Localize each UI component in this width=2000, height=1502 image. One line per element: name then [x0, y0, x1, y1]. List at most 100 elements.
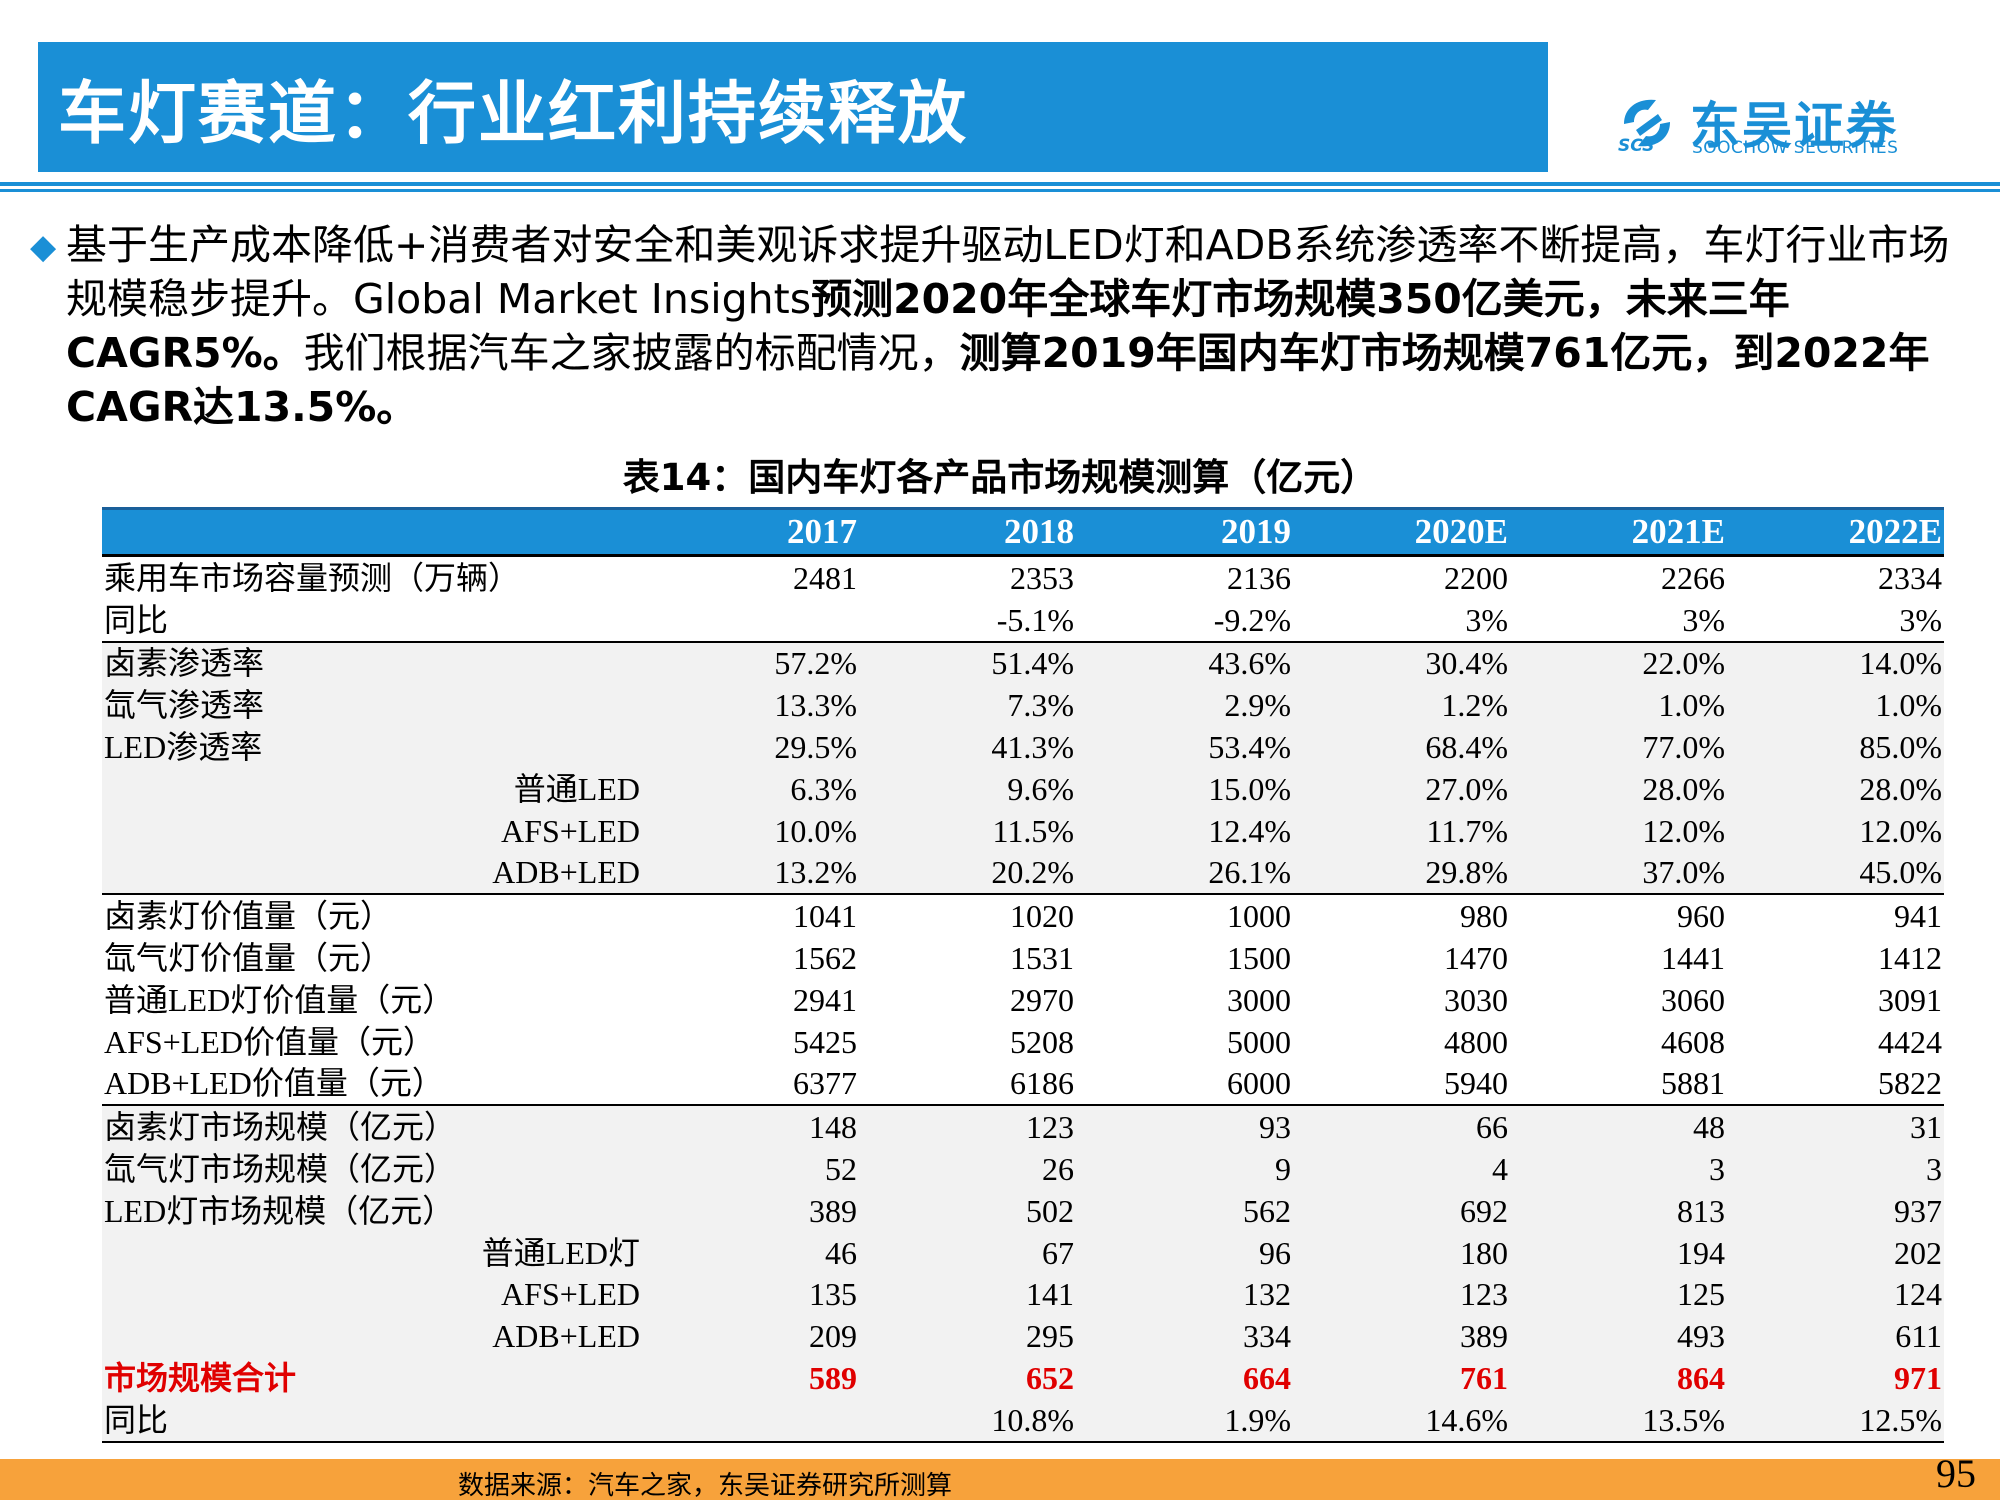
table-cell: 12.0% — [1727, 809, 1944, 852]
table-cell: 6.3% — [642, 767, 859, 810]
intro-text: 基于生产成本降低+消费者对安全和美观诉求提升驱动LED灯和ADB系统渗透率不断提… — [30, 218, 1960, 434]
table-cell: 3091 — [1727, 978, 1944, 1021]
table-cell: 30.4% — [1293, 640, 1510, 685]
table-cell: 132 — [1076, 1273, 1293, 1316]
header-rule — [0, 182, 2000, 186]
table-cell: 10.8% — [859, 1398, 1076, 1443]
row-label: ADB+LED价值量（元） — [102, 1062, 642, 1106]
table-cell: 41.3% — [859, 726, 1076, 768]
table-cell: 27.0% — [1293, 767, 1510, 810]
table-cell: 13.3% — [642, 684, 859, 727]
row-label: AFS+LED价值量（元） — [102, 1020, 642, 1063]
year-header: 2020E — [1293, 507, 1510, 557]
table-group: 乘用车市场容量预测（万辆） 2481 2353 2136 2200 2266 2334 同比 -… — [102, 555, 1944, 642]
table-cell — [642, 1398, 859, 1443]
table-row: 卤素渗透率 57.2% 51.4% 43.6% 30.4% 22.0% 14.0% — [102, 640, 1944, 685]
table-row: AFS+LED价值量（元） 5425 5208 5000 4800 4608 4424 — [102, 1020, 1944, 1063]
year-header: 2018 — [859, 507, 1076, 557]
table-cell: 68.4% — [1293, 726, 1510, 768]
table-cell: 971 — [1727, 1357, 1944, 1399]
table-cell: 1562 — [642, 937, 859, 979]
table-cell: 57.2% — [642, 640, 859, 685]
table-cell: 194 — [1510, 1231, 1727, 1274]
table-cell: 7.3% — [859, 684, 1076, 727]
table-row: AFS+LED 10.0% 11.5% 12.4% 11.7% 12.0% 12.0% — [102, 809, 1944, 852]
table-cell: 2334 — [1727, 555, 1944, 599]
table-caption: 表14：国内车灯各产品市场规模测算（亿元） — [622, 456, 1378, 499]
table-cell: 1470 — [1293, 937, 1510, 979]
soochow-logo-icon — [1624, 99, 1670, 147]
table-cell: 3% — [1510, 598, 1727, 642]
table-cell: 14.6% — [1293, 1398, 1510, 1443]
table-cell: 3060 — [1510, 978, 1727, 1021]
table-cell: 1.9% — [1076, 1398, 1293, 1443]
table-cell: 589 — [642, 1357, 859, 1399]
table-row: 卤素灯价值量（元） 1041 1020 1000 980 960 941 — [102, 893, 1944, 938]
table-cell: 2.9% — [1076, 684, 1293, 727]
intro-seg1: 基于生产成本降低+消费者对安全和美观诉求提升驱动LED灯和ADB系统渗透率不断提… — [66, 221, 1950, 323]
table-cell: 611 — [1727, 1315, 1944, 1358]
table-row: 氙气灯市场规模（亿元） 52 26 9 4 3 3 — [102, 1148, 1944, 1190]
table-row: LED渗透率 29.5% 41.3% 53.4% 68.4% 77.0% 85.0% — [102, 726, 1944, 768]
table-row: 同比 -5.1% -9.2% 3% 3% 3% — [102, 598, 1944, 642]
table-group: 卤素渗透率 57.2% 51.4% 43.6% 30.4% 22.0% 14.0% 氙气渗透率… — [102, 640, 1944, 895]
table-cell: 13.5% — [1510, 1398, 1727, 1443]
table-cell: 9 — [1076, 1148, 1293, 1190]
table-row: 卤素灯市场规模（亿元） 148 123 93 66 48 31 — [102, 1104, 1944, 1149]
row-label: 普通LED — [102, 767, 642, 810]
logo-text-en: SOOCHOW SECURITIES — [1692, 138, 1899, 158]
table-cell: 1.0% — [1510, 684, 1727, 727]
table-cell: 96 — [1076, 1231, 1293, 1274]
table-cell: 761 — [1293, 1357, 1510, 1399]
table-cell: 43.6% — [1076, 640, 1293, 685]
table-cell: -9.2% — [1076, 598, 1293, 642]
table-cell: 11.7% — [1293, 809, 1510, 852]
year-header: 2017 — [642, 507, 859, 557]
row-label: 卤素渗透率 — [102, 640, 642, 685]
intro-seg2-bold: 预测2020年全球车灯市场规模350亿美元，未来三年CAGR5%。 — [66, 275, 1790, 377]
table-cell: 13.2% — [642, 851, 859, 895]
table-cell: 937 — [1727, 1189, 1944, 1232]
table-cell: 5000 — [1076, 1020, 1293, 1063]
table-cell: -5.1% — [859, 598, 1076, 642]
table-row: ADB+LED价值量（元） 6377 6186 6000 5940 5881 5822 — [102, 1062, 1944, 1106]
row-label: ADB+LED — [102, 1315, 642, 1358]
table-cell: 14.0% — [1727, 640, 1944, 685]
table-cell: 148 — [642, 1104, 859, 1149]
row-label: 同比 — [102, 598, 642, 642]
table-cell: 5822 — [1727, 1062, 1944, 1106]
table-cell: 562 — [1076, 1189, 1293, 1232]
table-cell: 941 — [1727, 893, 1944, 938]
table-cell: 12.4% — [1076, 809, 1293, 852]
table-cell: 4 — [1293, 1148, 1510, 1190]
table-cell: 6377 — [642, 1062, 859, 1106]
table-cell: 93 — [1076, 1104, 1293, 1149]
table-cell: 3000 — [1076, 978, 1293, 1021]
table-cell: 813 — [1510, 1189, 1727, 1232]
table-cell: 22.0% — [1510, 640, 1727, 685]
intro-paragraph: ◆ 基于生产成本降低+消费者对安全和美观诉求提升驱动LED灯和ADB系统渗透率不… — [30, 218, 1960, 434]
row-label: LED渗透率 — [102, 726, 642, 768]
table-cell: 28.0% — [1510, 767, 1727, 810]
table-cell: 2970 — [859, 978, 1076, 1021]
row-label: 同比 — [102, 1398, 642, 1443]
market-size-table: 2017 2018 2019 2020E 2021E 2022E 乘用车市场容量… — [102, 507, 1944, 1443]
row-label: 氙气灯市场规模（亿元） — [102, 1148, 642, 1190]
table-cell: 2200 — [1293, 555, 1510, 599]
table-cell: 124 — [1727, 1273, 1944, 1316]
header-rule-thin — [0, 189, 2000, 192]
table-cell: 5208 — [859, 1020, 1076, 1063]
year-header: 2022E — [1727, 507, 1944, 557]
table-row: 普通LED灯价值量（元） 2941 2970 3000 3030 3060 3091 — [102, 978, 1944, 1021]
page-number: 95 — [1936, 1451, 1976, 1496]
row-label: LED灯市场规模（亿元） — [102, 1189, 642, 1232]
table-cell: 209 — [642, 1315, 859, 1358]
table-cell: 85.0% — [1727, 726, 1944, 768]
table-cell: 12.5% — [1727, 1398, 1944, 1443]
logo-text-cn: 东吴证券 — [1690, 97, 1898, 155]
table-cell: 141 — [859, 1273, 1076, 1316]
table-cell: 48 — [1510, 1104, 1727, 1149]
table-row: 氙气渗透率 13.3% 7.3% 2.9% 1.2% 1.0% 1.0% — [102, 684, 1944, 727]
table-cell: 3% — [1293, 598, 1510, 642]
row-label: ADB+LED — [102, 851, 642, 895]
